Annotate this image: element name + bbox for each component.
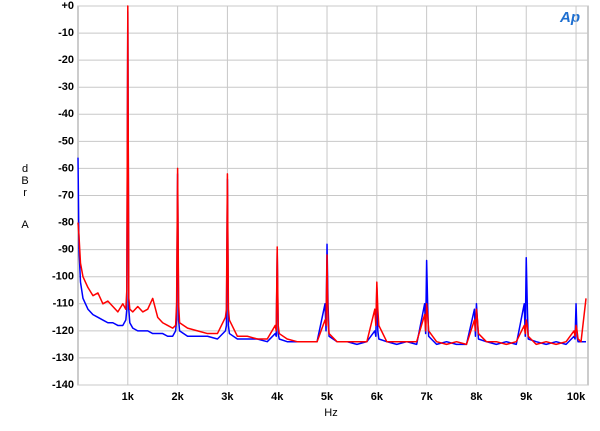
y-tick-label: -60 <box>58 162 74 174</box>
x-tick-label: 10k <box>567 391 586 403</box>
y-tick-label: -130 <box>52 352 74 364</box>
y-axis-label: dBr <box>19 163 31 199</box>
y-tick-label: -80 <box>58 216 74 228</box>
y-tick-label: +0 <box>61 0 74 12</box>
logo: Ap <box>559 9 580 26</box>
y-tick-label: -40 <box>58 108 74 120</box>
x-tick-label: 3k <box>221 391 234 403</box>
y-tick-label: -120 <box>52 325 74 337</box>
y-tick-label: -110 <box>53 298 74 310</box>
x-tick-label: 9k <box>520 391 533 403</box>
x-tick-label: 4k <box>271 391 284 403</box>
y-tick-label: -90 <box>58 244 74 256</box>
x-tick-label: 1k <box>122 391 135 403</box>
series-line <box>77 5 587 346</box>
y-tick-label: -100 <box>52 271 74 283</box>
x-tick-label: 5k <box>321 391 334 403</box>
x-axis-label: Hz <box>324 407 337 419</box>
x-tick-label: 8k <box>470 391 483 403</box>
x-tick-label: 7k <box>421 391 434 403</box>
y-tick-label: -20 <box>58 54 74 66</box>
y-tick-label: -30 <box>58 81 74 93</box>
x-tick-label: 2k <box>171 391 184 403</box>
y-tick-label: -140 <box>52 379 74 391</box>
y-tick-label: -10 <box>58 27 74 39</box>
y-tick-label: -70 <box>58 189 74 201</box>
x-tick-label: 6k <box>371 391 384 403</box>
y-axis-label: A <box>19 219 31 231</box>
y-tick-label: -50 <box>58 135 74 147</box>
